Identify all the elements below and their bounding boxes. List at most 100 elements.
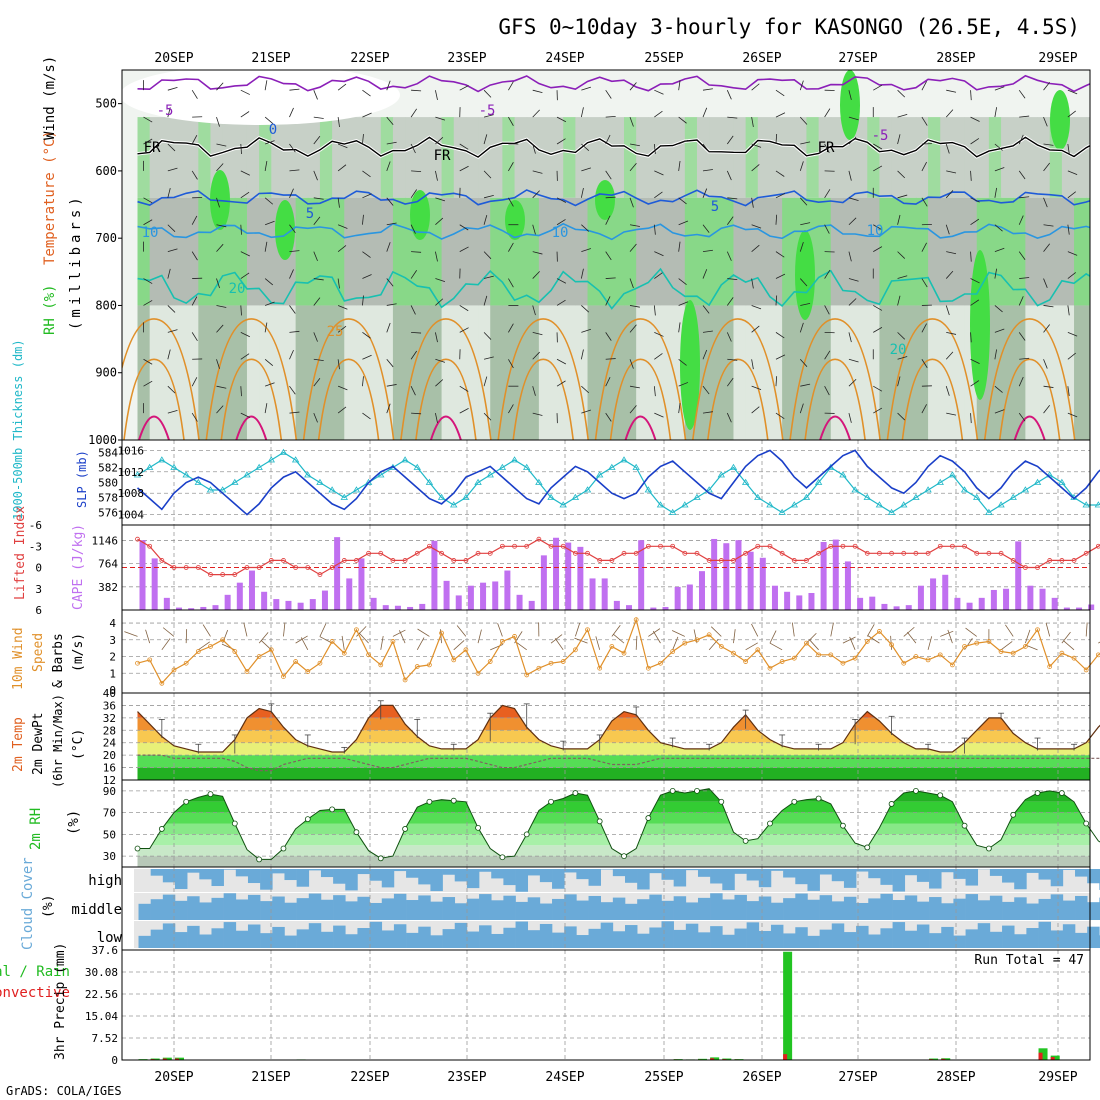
- wind-barb: [848, 332, 852, 343]
- wind-barb: [508, 197, 514, 207]
- thickness-marker: [936, 478, 944, 485]
- wind-barb: [873, 224, 883, 231]
- rh-cell: [903, 117, 917, 198]
- cloud-bar: [491, 933, 504, 948]
- panel-bg: [122, 610, 1090, 693]
- li-marker: [560, 543, 566, 549]
- cloud-bar: [576, 869, 589, 880]
- rh-cell: [855, 117, 868, 198]
- wind10-marker: [621, 650, 627, 656]
- cloud-bar: [320, 899, 334, 920]
- cloud-bar: [734, 894, 747, 920]
- wind-barb: [994, 187, 998, 198]
- wind-barb: [264, 197, 274, 205]
- rh-cell: [684, 117, 698, 198]
- wind-barb: [191, 134, 198, 145]
- wind10-marker: [147, 657, 153, 663]
- wind-barb: [605, 412, 612, 422]
- li-marker: [1071, 558, 1077, 563]
- wind-barb: [945, 386, 950, 396]
- wind-barb: [605, 277, 616, 279]
- wind10-barb: [635, 635, 638, 650]
- temp2m-ylabels: 2m Temp 2m DewPt (6hr Min/Max) (°C): [11, 694, 86, 788]
- wind-barb: [873, 305, 883, 311]
- li-marker: [597, 558, 603, 563]
- wind10-marker: [1071, 655, 1077, 661]
- wind-barb: [775, 89, 785, 97]
- wind-barb: [1067, 251, 1078, 256]
- contour-25-inner: [901, 358, 964, 440]
- thickness-marker: [766, 501, 774, 508]
- rh-cell: [879, 305, 893, 440]
- rh-cell: [636, 197, 649, 306]
- contour-label: FR: [434, 148, 451, 164]
- wind-barb: [581, 328, 591, 333]
- li-marker: [463, 558, 469, 563]
- wind10-barb: [416, 637, 425, 651]
- rh-cell: [988, 305, 1002, 440]
- temp-tick-label: 12: [103, 774, 116, 787]
- wind-barb: [1092, 198, 1100, 204]
- cloud-bar: [807, 869, 820, 891]
- wind10-barb: [1061, 631, 1071, 644]
- rh-cell: [271, 305, 284, 440]
- cape-bar: [626, 605, 633, 610]
- wind-barb: [678, 116, 687, 124]
- cloud-bar: [284, 902, 297, 920]
- cloud-bar: [527, 930, 541, 948]
- wind-barb: [459, 385, 469, 392]
- rh-cell: [490, 197, 503, 306]
- wind10-barb: [791, 622, 795, 637]
- wind-barb: [532, 412, 543, 416]
- wind-barb: [994, 385, 1003, 393]
- wind-barb: [508, 242, 514, 252]
- li-marker: [305, 565, 311, 570]
- cape-tick-label: 382: [98, 581, 118, 594]
- wind-barb: [994, 328, 1005, 333]
- thickness-marker: [644, 486, 653, 493]
- cloud-bar: [880, 893, 893, 920]
- thickness-marker: [924, 486, 932, 493]
- chart-title: GFS 0~10day 3-hourly for KASONGO (26.5E,…: [498, 15, 1080, 39]
- li-marker: [293, 565, 299, 570]
- cloud-bar: [430, 869, 443, 892]
- rh-cell: [295, 117, 309, 198]
- contour-10: [137, 222, 1090, 241]
- thickness-marker: [887, 508, 896, 515]
- wind10-marker: [135, 660, 140, 666]
- rh-marker: [231, 820, 238, 827]
- thickness-marker: [206, 486, 215, 493]
- cloud-bar: [588, 895, 601, 920]
- wind-barb: [678, 220, 689, 226]
- thickness-marker: [231, 478, 239, 485]
- rh-cell: [1001, 117, 1014, 198]
- cape-bar: [747, 551, 754, 610]
- wind-barb: [946, 331, 957, 335]
- thickness-marker: [608, 463, 616, 470]
- wind-barb: [994, 349, 998, 360]
- rh-cell: [611, 197, 625, 306]
- wind-barb: [362, 112, 372, 118]
- rh-tick-label: 30: [103, 850, 116, 863]
- wind10-marker: [986, 639, 992, 644]
- wind-barb: [581, 167, 591, 172]
- li-marker: [341, 558, 347, 563]
- cloud-bar: [673, 869, 687, 887]
- wind10-barb: [867, 635, 880, 644]
- wind10-marker: [548, 660, 554, 666]
- cloud-bar: [856, 902, 869, 920]
- cape-bar: [455, 595, 462, 610]
- wind10-marker: [427, 662, 432, 668]
- wind10-marker: [804, 640, 809, 646]
- cloud-bar: [1050, 869, 1064, 887]
- cloud-bar: [661, 900, 674, 920]
- ylabel-temperature: Temperature (°C): [42, 130, 58, 265]
- rh-cell: [246, 117, 260, 198]
- rh-cell: [186, 117, 199, 198]
- wind-barb: [216, 143, 227, 147]
- wind-barb: [386, 242, 391, 252]
- contour-label: FR: [144, 140, 161, 156]
- contour-25-inner: [512, 358, 574, 440]
- rh-cell: [174, 305, 187, 440]
- wind10-barb: [1024, 629, 1031, 644]
